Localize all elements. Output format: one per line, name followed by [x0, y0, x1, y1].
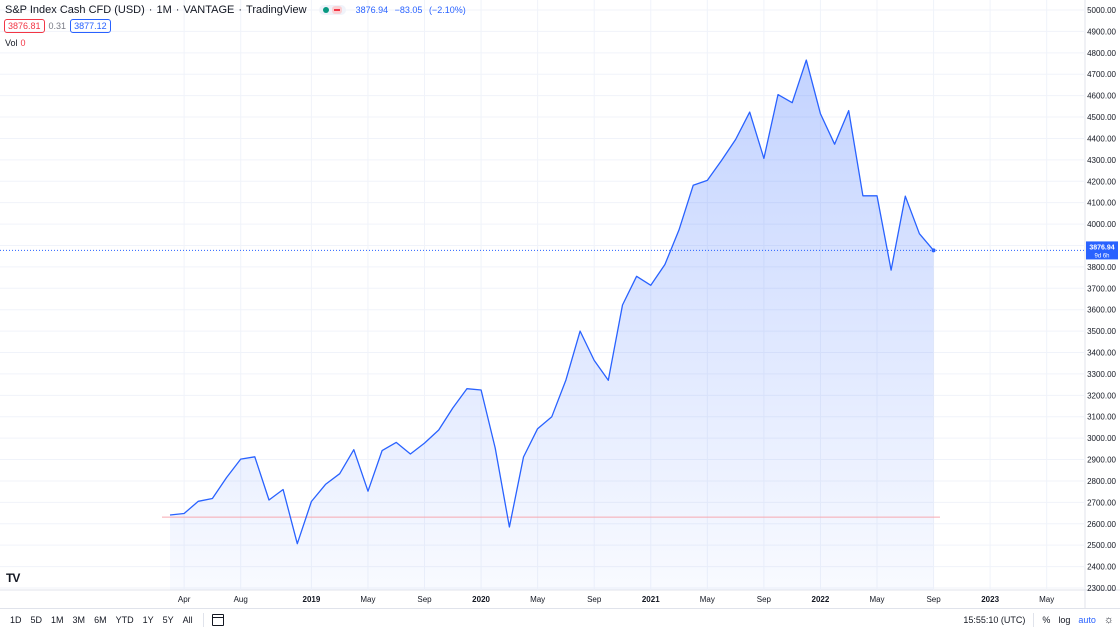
interval-label[interactable]: 1M: [156, 4, 171, 16]
y-tick-label: 2400.00: [1087, 563, 1116, 572]
y-tick-label: 3400.00: [1087, 349, 1116, 358]
x-tick-label: 2021: [642, 595, 660, 604]
y-tick-label: 4200.00: [1087, 177, 1116, 186]
percent-toggle[interactable]: %: [1042, 615, 1050, 625]
y-tick-label: 4500.00: [1087, 113, 1116, 122]
y-tick-label: 2800.00: [1087, 477, 1116, 486]
chart-legend: S&P Index Cash CFD (USD) · 1M · VANTAGE …: [5, 4, 470, 16]
range-button-5d[interactable]: 5D: [31, 615, 43, 625]
range-button-1m[interactable]: 1M: [51, 615, 64, 625]
range-button-ytd[interactable]: YTD: [116, 615, 134, 625]
y-tick-label: 4100.00: [1087, 199, 1116, 208]
x-tick-label: May: [700, 595, 715, 604]
y-tick-label: 4900.00: [1087, 27, 1116, 36]
utc-clock[interactable]: 15:55:10 (UTC): [963, 615, 1025, 625]
x-tick-label: May: [360, 595, 375, 604]
log-toggle[interactable]: log: [1058, 615, 1070, 625]
y-tick-label: 5000.00: [1087, 6, 1116, 15]
source-label: TradingView: [246, 4, 307, 16]
x-tick-label: Sep: [417, 595, 432, 604]
x-tick-label: May: [1039, 595, 1054, 604]
exchange-label: VANTAGE: [183, 4, 234, 16]
bid-button[interactable]: 3876.81: [4, 19, 45, 33]
ask-button[interactable]: 3877.12: [70, 19, 111, 33]
y-tick-label: 4700.00: [1087, 70, 1116, 79]
x-tick-label: Aug: [234, 595, 248, 604]
bottom-toolbar: 1D 5D 1M 3M 6M YTD 1Y 5Y All 15:55:10 (UTC) % lo…: [0, 608, 1120, 631]
range-button-6m[interactable]: 6M: [94, 615, 107, 625]
range-button-1y[interactable]: 1Y: [143, 615, 154, 625]
market-closed-icon: [332, 6, 342, 14]
y-tick-label: 2900.00: [1087, 456, 1116, 465]
x-tick-label: Sep: [926, 595, 941, 604]
range-button-5y[interactable]: 5Y: [163, 615, 174, 625]
y-tick-label: 3600.00: [1087, 306, 1116, 315]
y-tick-label: 4800.00: [1087, 49, 1116, 58]
x-tick-label: May: [869, 595, 884, 604]
range-button-3m[interactable]: 3M: [73, 615, 86, 625]
y-tick-label: 4600.00: [1087, 92, 1116, 101]
calendar-icon[interactable]: [212, 614, 224, 626]
tradingview-logo-icon[interactable]: TV: [6, 571, 19, 585]
y-tick-label: 3300.00: [1087, 370, 1116, 379]
y-tick-label: 3200.00: [1087, 391, 1116, 400]
bid-ask-panel: 3876.81 0.31 3877.12: [4, 19, 111, 33]
x-tick-label: 2020: [472, 595, 490, 604]
x-tick-label: Apr: [178, 595, 191, 604]
area-fill: [170, 60, 934, 590]
x-tick-label: May: [530, 595, 545, 604]
y-tick-label: 4300.00: [1087, 156, 1116, 165]
y-tick-label: 4000.00: [1087, 220, 1116, 229]
volume-value: 0: [21, 38, 26, 48]
market-open-dot-icon: [323, 7, 329, 13]
volume-label: Vol: [5, 38, 18, 48]
toolbar-divider: [1033, 613, 1034, 627]
y-tick-label: 3500.00: [1087, 327, 1116, 336]
auto-scale-toggle[interactable]: auto: [1078, 615, 1096, 625]
y-tick-label: 2300.00: [1087, 584, 1116, 593]
y-tick-label: 3100.00: [1087, 413, 1116, 422]
price-change-pct: (−2.10%): [429, 5, 466, 15]
range-button-1d[interactable]: 1D: [10, 615, 22, 625]
y-tick-label: 3700.00: [1087, 284, 1116, 293]
price-label-value: 3876.94: [1089, 244, 1114, 251]
data-point: [932, 248, 936, 252]
toolbar-divider: [203, 613, 204, 627]
y-tick-label: 4400.00: [1087, 134, 1116, 143]
x-tick-label: Sep: [587, 595, 602, 604]
y-tick-label: 3800.00: [1087, 263, 1116, 272]
last-price: 3876.94: [356, 5, 389, 15]
price-label-countdown: 9d 6h: [1094, 253, 1109, 259]
symbol-name[interactable]: S&P Index Cash CFD (USD): [5, 4, 145, 16]
range-button-all[interactable]: All: [183, 615, 193, 625]
market-status[interactable]: [319, 5, 346, 15]
date-range-buttons: 1D 5D 1M 3M 6M YTD 1Y 5Y All: [10, 615, 193, 625]
x-tick-label: 2023: [981, 595, 999, 604]
price-change: −83.05: [395, 5, 423, 15]
y-tick-label: 2500.00: [1087, 541, 1116, 550]
x-tick-label: Sep: [757, 595, 772, 604]
right-tools: 15:55:10 (UTC) % log auto ☼: [963, 609, 1114, 631]
x-tick-label: 2019: [303, 595, 321, 604]
quote-values: 3876.94 −83.05 (−2.10%): [356, 5, 470, 15]
y-tick-label: 3000.00: [1087, 434, 1116, 443]
y-tick-label: 2600.00: [1087, 520, 1116, 529]
spread-value: 0.31: [49, 21, 67, 31]
settings-gear-icon[interactable]: ☼: [1104, 614, 1114, 626]
y-tick-label: 2700.00: [1087, 498, 1116, 507]
x-tick-label: 2022: [812, 595, 830, 604]
